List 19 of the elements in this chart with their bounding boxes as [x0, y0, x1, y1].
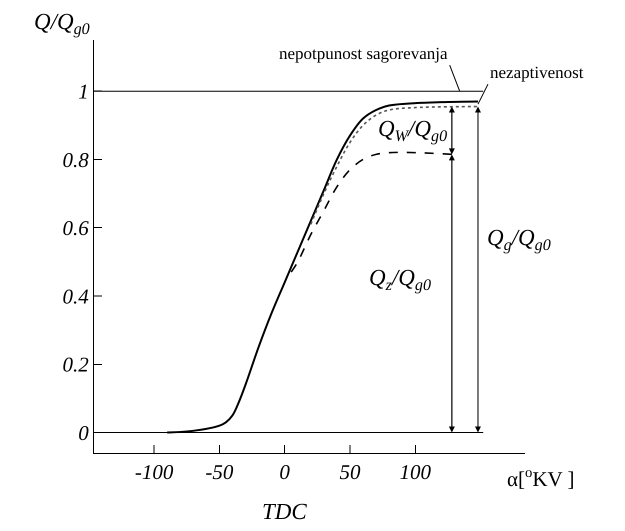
y-tick-label: 0: [78, 420, 90, 445]
text: TDC: [262, 499, 308, 524]
y-tick-label: 0.8: [62, 148, 90, 172]
x-tick-label: 0: [279, 460, 290, 484]
annotation: nezaptivenost: [490, 63, 584, 82]
x-axis-title: α[$^{o}$KV ]: [507, 465, 575, 491]
y-tick-label: 0.6: [62, 216, 90, 240]
annotation: Q$_{W}$/Q$_{g0}$: [378, 116, 448, 145]
x-tick-label: 50: [339, 460, 361, 484]
y-tick-label: 0.2: [62, 352, 90, 377]
y-tick-label: 0.4: [62, 284, 90, 308]
annotation: Q$_{z}$/Q$_{g0}$: [369, 265, 431, 294]
x-tick-label: -100: [134, 460, 174, 484]
x-tick-label: 100: [400, 460, 432, 484]
annotation: nepotpunost sagorevanja: [279, 44, 448, 63]
annotation: Q$_{g}$/Q$_{g0}$: [487, 225, 551, 254]
y-tick-label: 1: [78, 80, 89, 104]
y-axis-title: Q/Q$_{g0}$: [34, 9, 90, 38]
x-tick-label: -50: [205, 460, 234, 484]
